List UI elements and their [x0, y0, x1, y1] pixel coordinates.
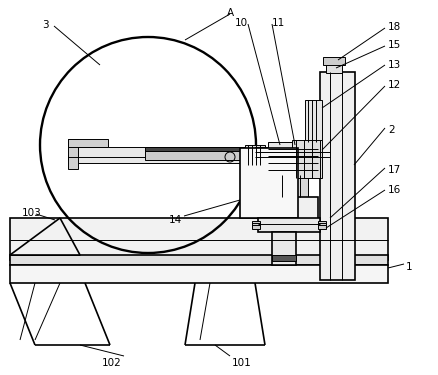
Bar: [70, 147, 260, 163]
Bar: [272, 232, 296, 265]
Bar: [258, 218, 320, 232]
Bar: [278, 175, 308, 197]
Text: 10: 10: [235, 18, 248, 28]
Text: 2: 2: [388, 125, 395, 135]
Text: 101: 101: [232, 358, 252, 368]
Bar: [252, 221, 260, 229]
Bar: [268, 142, 318, 175]
Bar: [10, 218, 388, 260]
Bar: [278, 197, 318, 219]
Bar: [145, 150, 255, 160]
Text: 14: 14: [169, 215, 182, 225]
Text: A: A: [226, 8, 233, 18]
Text: 12: 12: [388, 80, 401, 90]
Bar: [240, 148, 298, 218]
Bar: [68, 139, 78, 169]
Text: 103: 103: [22, 208, 42, 218]
Bar: [10, 255, 388, 265]
Text: 3: 3: [42, 20, 49, 30]
Text: 102: 102: [102, 358, 122, 368]
Bar: [145, 147, 255, 151]
Text: 13: 13: [388, 60, 401, 70]
Bar: [305, 100, 322, 142]
Bar: [10, 265, 388, 283]
Bar: [272, 255, 296, 261]
Bar: [245, 145, 265, 165]
Bar: [323, 57, 345, 65]
Text: 16: 16: [388, 185, 401, 195]
Bar: [326, 63, 342, 73]
Bar: [292, 140, 322, 178]
Text: 11: 11: [272, 18, 285, 28]
Text: 18: 18: [388, 22, 401, 32]
Text: 1: 1: [406, 262, 413, 272]
Bar: [255, 147, 330, 163]
Bar: [68, 139, 108, 147]
Bar: [318, 221, 326, 229]
Text: 15: 15: [388, 40, 401, 50]
Bar: [320, 72, 355, 280]
Text: 17: 17: [388, 165, 401, 175]
